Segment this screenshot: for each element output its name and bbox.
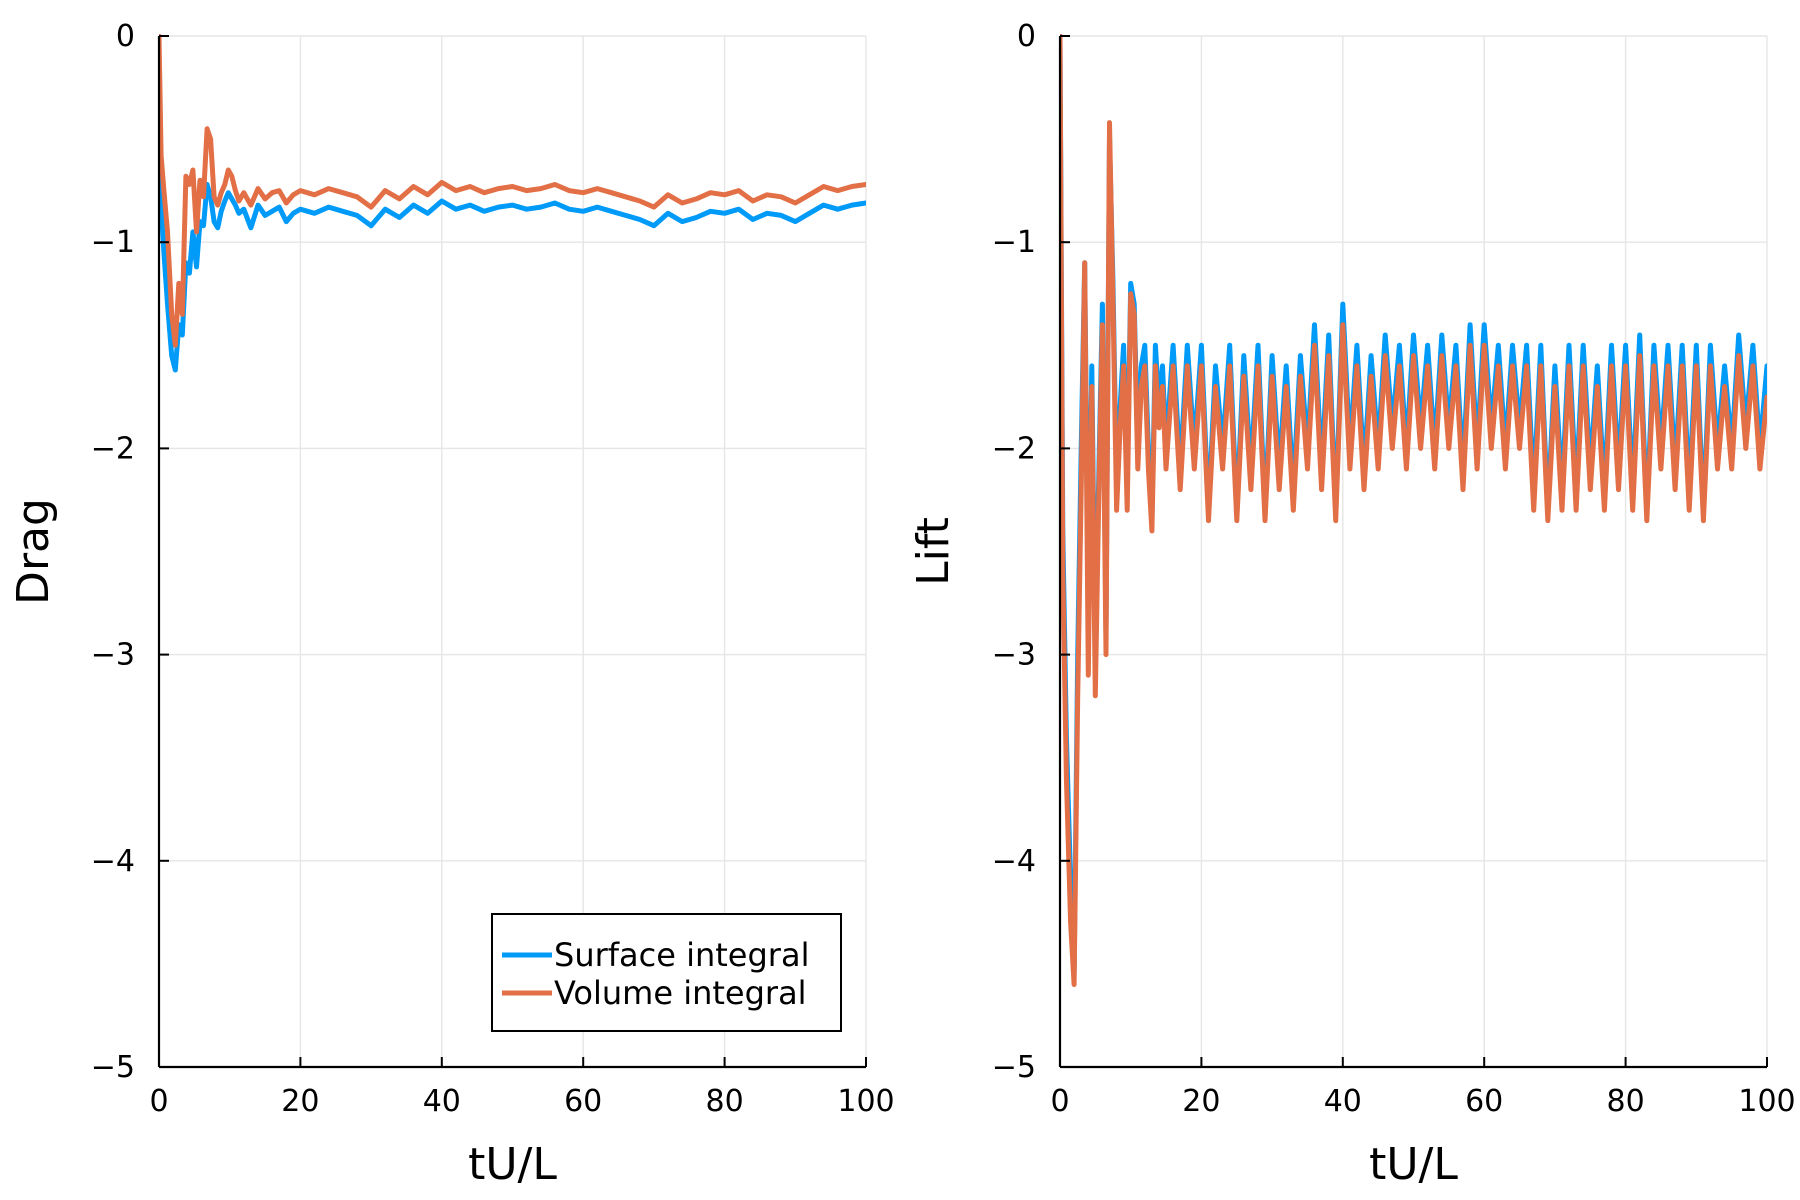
y-tick-label: 0 <box>116 19 135 54</box>
y-tick-label: −2 <box>992 431 1036 466</box>
x-tick-label: 40 <box>423 1084 461 1119</box>
x-tick-label: 80 <box>706 1084 744 1119</box>
y-tick-label: −5 <box>992 1050 1036 1085</box>
x-tick-label: 60 <box>564 1084 602 1119</box>
series-line-volume-integral <box>1060 34 1767 987</box>
x-tick-label: 20 <box>281 1084 319 1119</box>
series-line-surface-integral <box>159 167 866 373</box>
y-tick-label: −1 <box>91 225 135 260</box>
lift-panel: 0 20 40 60 80 100 0 −1 −2 −3 −4 −5 tU/L Lift <box>908 19 1796 1190</box>
y-axis-label: Lift <box>908 517 959 586</box>
y-axis-label: Drag <box>8 498 59 605</box>
y-tick-label: −1 <box>992 225 1036 260</box>
y-tick-label: −2 <box>91 431 135 466</box>
legend-entry: Volume integral <box>554 974 807 1012</box>
series-line-volume-integral <box>159 34 866 348</box>
y-tick-label: −3 <box>992 638 1036 673</box>
y-tick-label: 0 <box>1017 19 1036 54</box>
legend-entry: Surface integral <box>554 936 809 974</box>
x-axis-label: tU/L <box>468 1139 557 1190</box>
x-axis-label: tU/L <box>1369 1139 1458 1190</box>
y-tick-label: −4 <box>992 844 1036 879</box>
x-tick-label: 80 <box>1607 1084 1645 1119</box>
x-tick-label: 0 <box>149 1084 168 1119</box>
y-tick-label: −3 <box>91 638 135 673</box>
x-tick-label: 0 <box>1050 1084 1069 1119</box>
x-tick-label: 40 <box>1324 1084 1362 1119</box>
series-line-surface-integral <box>1060 34 1767 977</box>
legend-box <box>491 913 842 1032</box>
drag-panel: 0 20 40 60 80 100 0 −1 −2 −3 −4 −5 tU/L Drag Surface i… <box>8 19 895 1190</box>
x-tick-label: 100 <box>837 1084 894 1119</box>
y-tick-label: −5 <box>91 1050 135 1085</box>
x-tick-label: 20 <box>1182 1084 1220 1119</box>
x-tick-label: 100 <box>1738 1084 1795 1119</box>
x-tick-label: 60 <box>1465 1084 1503 1119</box>
y-tick-label: −4 <box>91 844 135 879</box>
